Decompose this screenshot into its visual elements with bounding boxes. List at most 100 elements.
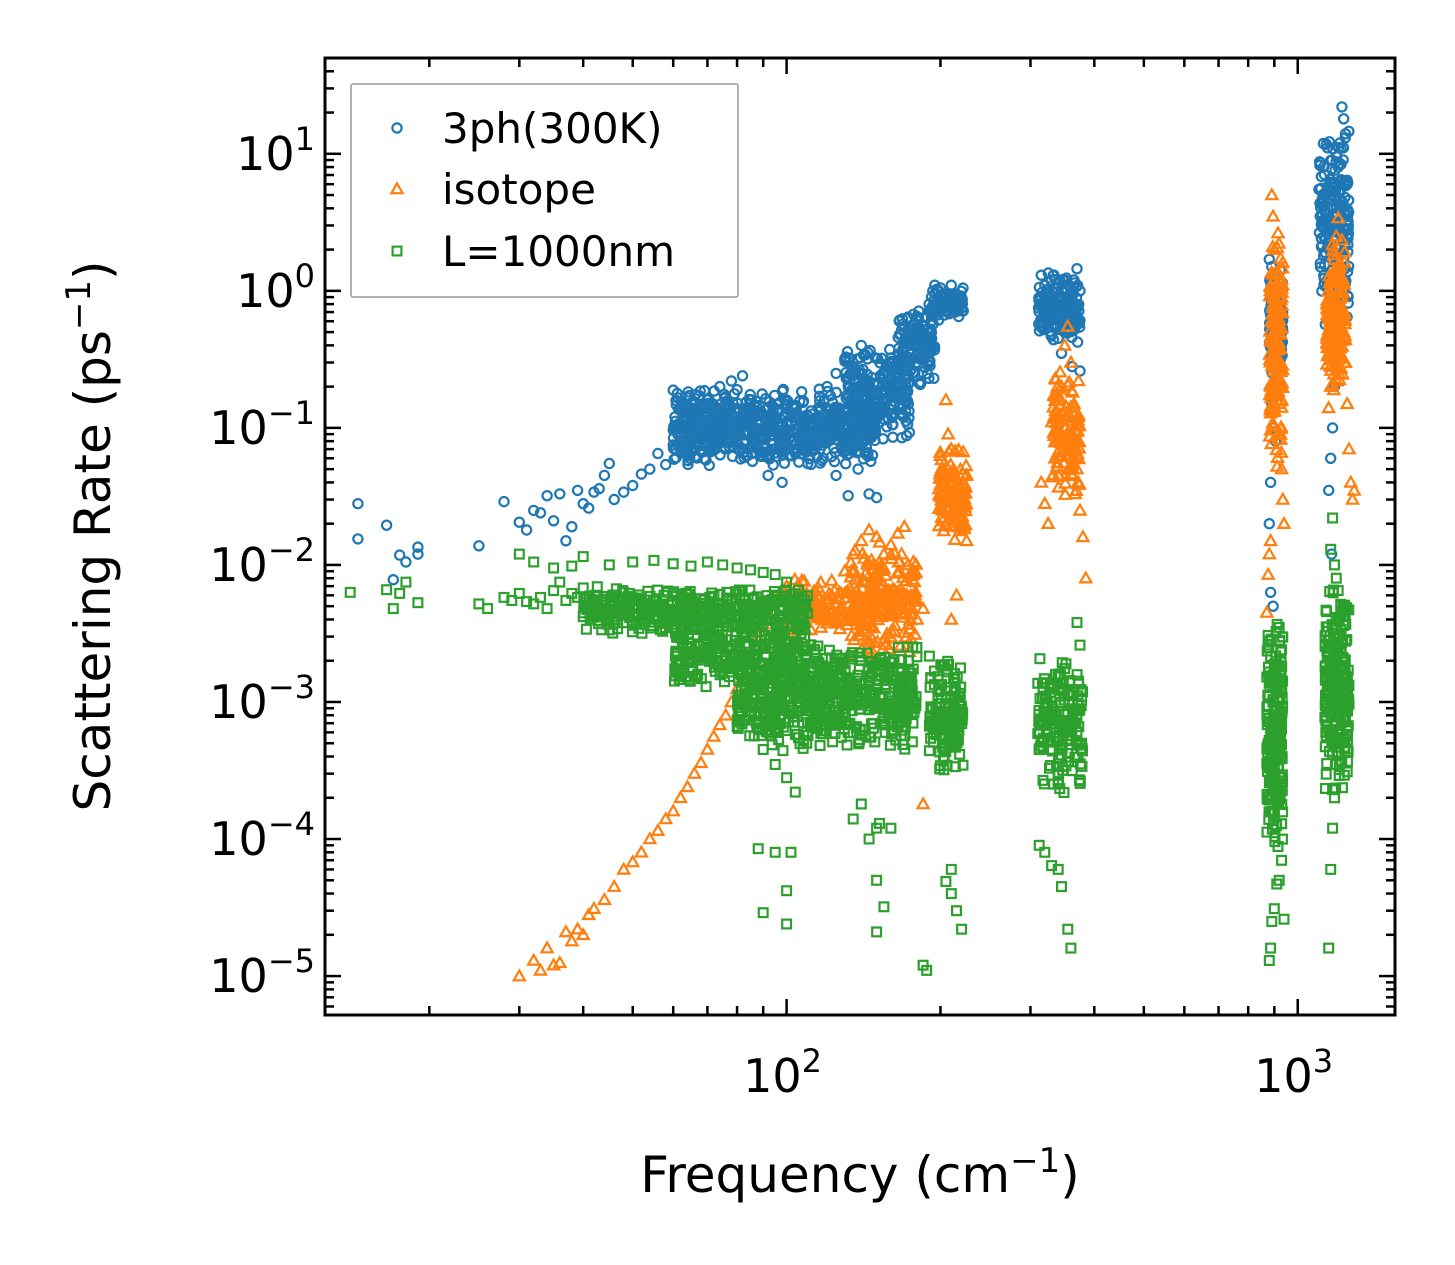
data-point <box>896 432 908 444</box>
data-point <box>918 319 931 332</box>
data-point <box>593 483 605 495</box>
data-point <box>855 402 867 414</box>
data-point <box>682 458 694 471</box>
data-point <box>745 440 757 452</box>
data-point <box>902 398 915 410</box>
data-point <box>732 443 745 455</box>
data-point <box>541 490 553 502</box>
data-point <box>852 463 864 475</box>
data-point <box>722 406 734 419</box>
data-point <box>707 399 720 411</box>
data-point <box>762 469 774 482</box>
data-point <box>608 493 620 506</box>
data-point <box>877 373 889 385</box>
data-point <box>843 448 855 460</box>
data-point <box>816 454 828 467</box>
data-point <box>778 457 791 469</box>
data-point <box>840 445 852 457</box>
data-point <box>818 427 831 439</box>
data-point <box>857 372 870 385</box>
data-point <box>627 479 639 492</box>
data-point <box>796 447 809 460</box>
data-point <box>899 379 912 391</box>
data-point <box>660 458 672 471</box>
data-point <box>352 498 364 510</box>
data-point <box>670 452 682 464</box>
data-point <box>847 369 860 381</box>
data-point <box>790 411 802 424</box>
data-point <box>756 388 768 400</box>
data-point <box>864 344 876 357</box>
data-point <box>693 389 705 402</box>
data-point <box>924 346 937 358</box>
data-point <box>779 432 792 444</box>
data-point <box>644 463 656 475</box>
data-point <box>681 441 693 453</box>
data-point <box>731 436 743 448</box>
data-point <box>769 422 781 434</box>
data-point <box>866 449 879 461</box>
data-point <box>685 426 697 438</box>
data-point <box>878 400 890 412</box>
data-point <box>725 375 738 387</box>
data-point <box>603 457 616 470</box>
data-marks <box>344 101 1362 982</box>
data-point <box>698 428 711 440</box>
data-point <box>761 428 773 440</box>
data-point <box>598 469 611 482</box>
data-point <box>394 549 406 561</box>
data-point <box>912 334 924 346</box>
data-point <box>853 395 865 408</box>
data-point <box>703 459 716 472</box>
data-point <box>652 447 664 460</box>
data-point <box>667 384 679 396</box>
data-point <box>675 404 687 417</box>
data-point <box>718 388 730 400</box>
data-point <box>765 408 778 420</box>
data-point <box>736 370 749 382</box>
data-point <box>750 395 763 408</box>
data-point <box>828 442 840 454</box>
data-point <box>807 429 819 441</box>
data-point <box>715 398 727 410</box>
data-point <box>738 451 750 464</box>
data-point <box>896 407 908 419</box>
data-point <box>795 413 807 426</box>
data-point <box>1322 484 1335 497</box>
data-point <box>513 516 526 528</box>
data-point <box>754 450 766 462</box>
data-point <box>840 392 852 404</box>
data-point <box>897 409 910 421</box>
data-point <box>1336 101 1348 113</box>
data-point <box>790 445 802 457</box>
data-point <box>618 486 630 498</box>
data-point <box>886 380 898 393</box>
data-point <box>796 428 808 441</box>
data-point <box>682 454 694 467</box>
data-point <box>903 352 916 364</box>
data-point <box>748 437 760 449</box>
data-point <box>412 541 424 553</box>
data-point <box>805 458 817 470</box>
data-point <box>1074 365 1086 377</box>
data-point <box>828 455 841 468</box>
data-point <box>796 442 809 455</box>
data-point <box>887 418 899 431</box>
data-point <box>903 426 916 439</box>
data-point <box>709 437 721 450</box>
data-point <box>839 432 852 445</box>
data-point <box>387 574 399 586</box>
data-point <box>797 395 810 407</box>
data-point <box>925 340 937 352</box>
data-point <box>849 438 861 450</box>
data-point <box>528 504 540 517</box>
data-point <box>900 373 912 385</box>
data-point <box>695 446 708 458</box>
data-point <box>776 476 788 489</box>
data-point <box>571 484 584 497</box>
data-point <box>862 346 874 359</box>
data-point <box>781 418 794 430</box>
data-point <box>400 556 412 568</box>
data-point <box>828 403 841 416</box>
